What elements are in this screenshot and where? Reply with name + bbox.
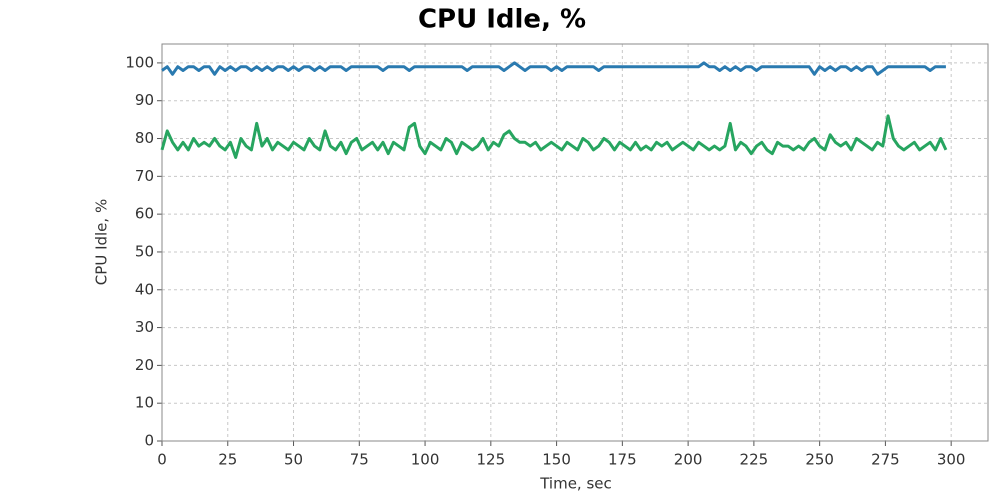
- x-tick-label: 75: [350, 451, 369, 469]
- x-tick-label: 125: [477, 451, 506, 469]
- y-tick-label: 0: [144, 432, 154, 450]
- y-tick-label: 80: [135, 129, 154, 147]
- y-axis-label: CPU Idle, %: [93, 199, 111, 285]
- plot-area: [162, 44, 988, 441]
- y-tick-label: 70: [135, 167, 154, 185]
- plot-border: [161, 43, 989, 442]
- y-tick-label: 100: [125, 53, 154, 71]
- y-tick-label: 50: [135, 242, 154, 260]
- y-tick-label: 90: [135, 91, 154, 109]
- x-tick-label: 275: [871, 451, 900, 469]
- y-tick-label: 20: [135, 356, 154, 374]
- x-tick-label: 300: [937, 451, 966, 469]
- x-tick-label: 225: [740, 451, 769, 469]
- x-tick-label: 25: [218, 451, 237, 469]
- x-tick-label: 50: [284, 451, 303, 469]
- x-tick-label: 175: [608, 451, 637, 469]
- x-tick-label: 200: [674, 451, 703, 469]
- y-tick-label: 40: [135, 280, 154, 298]
- y-tick-label: 60: [135, 205, 154, 223]
- data-line: [160, 114, 948, 159]
- chart-title: CPU Idle, %: [418, 5, 586, 35]
- x-tick-label: 0: [157, 451, 167, 469]
- data-line: [161, 61, 946, 76]
- x-tick-label: 150: [542, 451, 571, 469]
- x-axis-label: Time, sec: [539, 475, 612, 493]
- x-tick-label: 250: [805, 451, 834, 469]
- y-tick-label: 10: [135, 394, 154, 412]
- y-tick-label: 30: [135, 318, 154, 336]
- x-tick-label: 100: [411, 451, 440, 469]
